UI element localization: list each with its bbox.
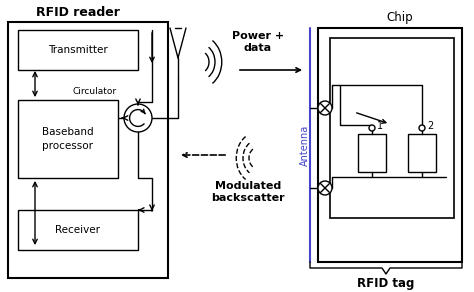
- Bar: [318, 28, 462, 262]
- Bar: [330, 38, 454, 218]
- Text: Baseband
processor: Baseband processor: [42, 127, 94, 151]
- Text: RFID reader: RFID reader: [36, 6, 120, 18]
- Text: 1: 1: [377, 121, 383, 131]
- Bar: [18, 100, 118, 178]
- Bar: [358, 134, 386, 172]
- Text: Modulated
backscatter: Modulated backscatter: [211, 181, 285, 203]
- Text: Chip: Chip: [387, 11, 413, 25]
- Circle shape: [419, 125, 425, 131]
- Text: Circulator: Circulator: [73, 88, 117, 96]
- Circle shape: [124, 104, 152, 132]
- Bar: [408, 134, 436, 172]
- Text: 2: 2: [427, 121, 433, 131]
- Text: RFID tag: RFID tag: [357, 277, 415, 291]
- Text: Antenna: Antenna: [300, 124, 310, 166]
- Bar: [8, 22, 168, 278]
- Bar: [18, 30, 138, 70]
- Text: Transmitter: Transmitter: [48, 45, 108, 55]
- Circle shape: [318, 181, 332, 195]
- Text: Receiver: Receiver: [55, 225, 100, 235]
- Circle shape: [369, 125, 375, 131]
- Bar: [18, 210, 138, 250]
- Text: Power +
data: Power + data: [232, 31, 284, 53]
- Circle shape: [318, 101, 332, 115]
